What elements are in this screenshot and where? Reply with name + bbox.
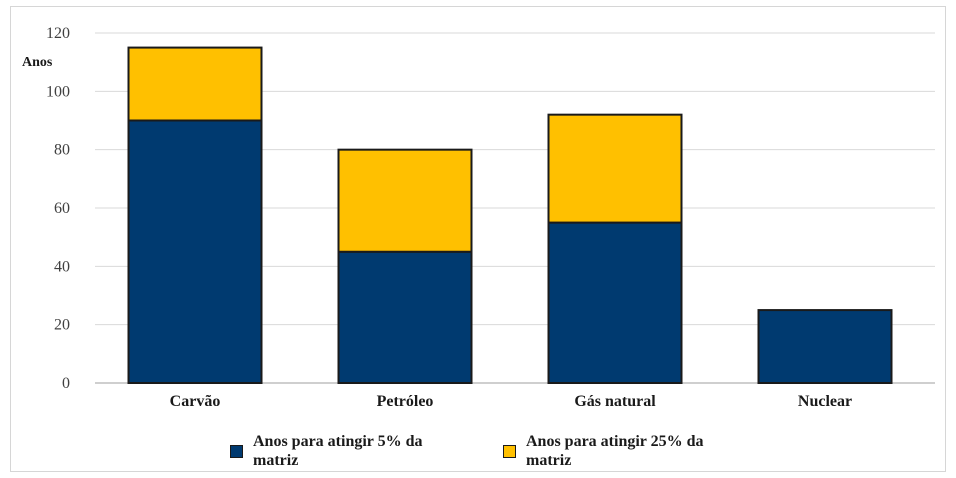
category-label: Carvão bbox=[170, 393, 221, 410]
category-label: Nuclear bbox=[798, 393, 852, 410]
y-axis-ticks: 0 20 40 60 80 100 120 bbox=[46, 25, 70, 392]
legend-label-25pct: Anos para atingir 25% da matriz bbox=[526, 433, 704, 469]
legend: Anos para atingir 5% da matriz Anos para… bbox=[230, 432, 716, 470]
y-tick-label: 120 bbox=[46, 25, 70, 42]
legend-label-5pct: Anos para atingir 5% da matriz bbox=[253, 433, 423, 469]
category-label: Gás natural bbox=[574, 393, 656, 410]
y-tick-label: 80 bbox=[54, 142, 70, 159]
category-label: Petróleo bbox=[377, 393, 434, 410]
bars bbox=[127, 46, 893, 385]
bar-segment-25pct bbox=[337, 148, 473, 253]
y-tick-label: 20 bbox=[54, 317, 70, 334]
bar-segment-25pct bbox=[547, 113, 683, 224]
legend-swatch-25pct bbox=[503, 444, 516, 458]
legend-item-5pct: Anos para atingir 5% da matriz bbox=[230, 432, 443, 470]
y-tick-label: 60 bbox=[54, 200, 70, 217]
bar-segment-5pct bbox=[757, 309, 893, 385]
y-axis-title: Anos bbox=[22, 55, 53, 70]
y-tick-label: 0 bbox=[62, 375, 70, 392]
bar-segment-5pct bbox=[547, 221, 683, 384]
legend-item-25pct: Anos para atingir 25% da matriz bbox=[503, 432, 716, 470]
x-axis-categories: Carvão Petróleo Gás natural Nuclear bbox=[170, 393, 852, 410]
y-tick-label: 100 bbox=[46, 83, 70, 100]
bar-segment-5pct bbox=[337, 250, 473, 384]
bar-segment-5pct bbox=[127, 119, 263, 384]
bar-segment-25pct bbox=[127, 46, 263, 122]
y-tick-label: 40 bbox=[54, 258, 70, 275]
legend-swatch-5pct bbox=[230, 444, 243, 458]
